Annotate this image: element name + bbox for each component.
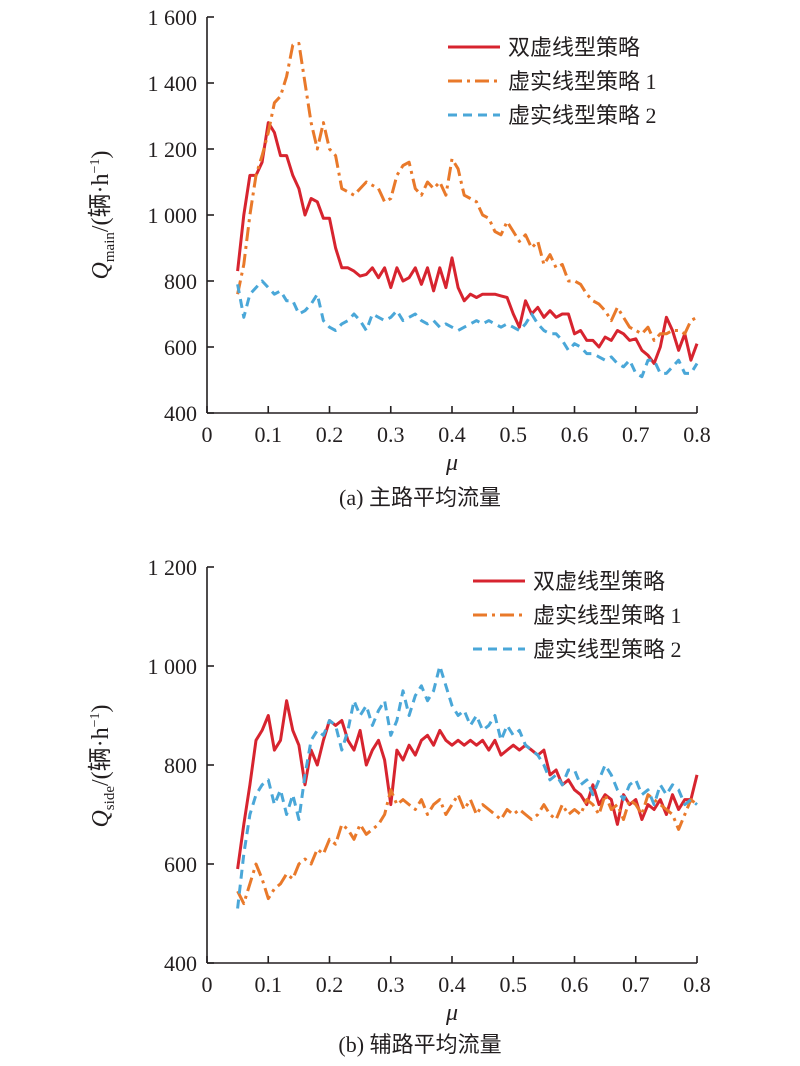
y-tick-label: 1 000 <box>148 654 198 679</box>
y-title-sub: main <box>102 232 118 262</box>
y-axis-title: Qmain/(辆·h−1) <box>87 151 118 280</box>
y-title-main: Q <box>88 810 114 827</box>
y-tick-label: 400 <box>164 951 197 976</box>
x-tick-label: 0.7 <box>622 972 650 997</box>
x-tick-label: 0.5 <box>500 972 528 997</box>
y-title-sup: −1 <box>88 159 103 174</box>
series-line-1 <box>236 121 699 365</box>
y-title-unit: /(辆·h <box>87 173 114 232</box>
x-tick-label: 0.7 <box>622 422 650 447</box>
x-tick-label: 0.5 <box>500 422 528 447</box>
y-tick-label: 1 000 <box>148 203 198 228</box>
y-axis-title: Qside/(辆·h−1) <box>87 704 118 827</box>
legend-label: 双虚线型策略 <box>508 35 640 60</box>
y-tick-label: 800 <box>164 753 197 778</box>
x-tick-label: 0.4 <box>438 422 466 447</box>
y-tick-label: 1 600 <box>148 5 198 30</box>
y-title-close: ) <box>88 151 114 159</box>
series-line-3 <box>236 664 698 909</box>
y-tick-label: 600 <box>164 335 197 360</box>
y-tick-label: 400 <box>164 401 197 426</box>
x-tick-label: 0.8 <box>683 422 711 447</box>
svg-text:Qside/(辆·h−1): Qside/(辆·h−1) <box>87 704 118 827</box>
x-axis-title: μ <box>445 1000 458 1026</box>
x-tick-label: 0.4 <box>438 972 466 997</box>
side-road-chart: Qside/(辆·h−1) μ (b) 辅路平均流量 400 600 800 1 00… <box>87 555 711 1057</box>
svg-text:Qmain/(辆·h−1): Qmain/(辆·h−1) <box>87 151 118 280</box>
y-tick-label: 1 200 <box>148 137 198 162</box>
y-title-sup: −1 <box>88 712 103 727</box>
y-title-unit: /(辆·h <box>87 727 114 786</box>
x-tick-label: 0.6 <box>561 972 589 997</box>
legend-label: 虚实线型策略 2 <box>508 103 657 128</box>
x-tick-label: 0.8 <box>683 972 711 997</box>
x-tick-label: 0 <box>202 972 213 997</box>
x-tick-label: 0.6 <box>561 422 589 447</box>
chart-caption: (b) 辅路平均流量 <box>338 1032 501 1057</box>
series-line-3 <box>236 279 699 379</box>
legend-label: 虚实线型策略 1 <box>533 603 682 628</box>
legend-label: 双虚线型策略 <box>533 569 665 594</box>
y-tick-label: 1 200 <box>148 555 198 580</box>
legend-label: 虚实线型策略 2 <box>533 637 682 662</box>
series-line-2 <box>236 41 698 342</box>
y-tick-label: 1 400 <box>148 71 198 96</box>
y-tick-label: 800 <box>164 269 197 294</box>
y-title-main: Q <box>88 262 114 279</box>
x-axis-title: μ <box>445 450 458 476</box>
series-line-2 <box>236 788 698 906</box>
x-tick-label: 0.2 <box>316 422 344 447</box>
y-title-sub: side <box>102 786 118 811</box>
x-tick-label: 0 <box>202 422 213 447</box>
x-tick-label: 0.1 <box>255 422 283 447</box>
y-tick-label: 600 <box>164 852 197 877</box>
y-title-close: ) <box>88 704 114 712</box>
x-tick-label: 0.1 <box>255 972 283 997</box>
x-tick-label: 0.3 <box>377 972 405 997</box>
legend-label: 虚实线型策略 1 <box>508 69 657 94</box>
chart-caption: (a) 主路平均流量 <box>339 485 501 510</box>
main-road-chart: Qmain/(辆·h−1) μ (a) 主路平均流量 400 600 800 1 00… <box>87 5 711 510</box>
x-tick-label: 0.2 <box>316 972 344 997</box>
x-tick-label: 0.3 <box>377 422 405 447</box>
